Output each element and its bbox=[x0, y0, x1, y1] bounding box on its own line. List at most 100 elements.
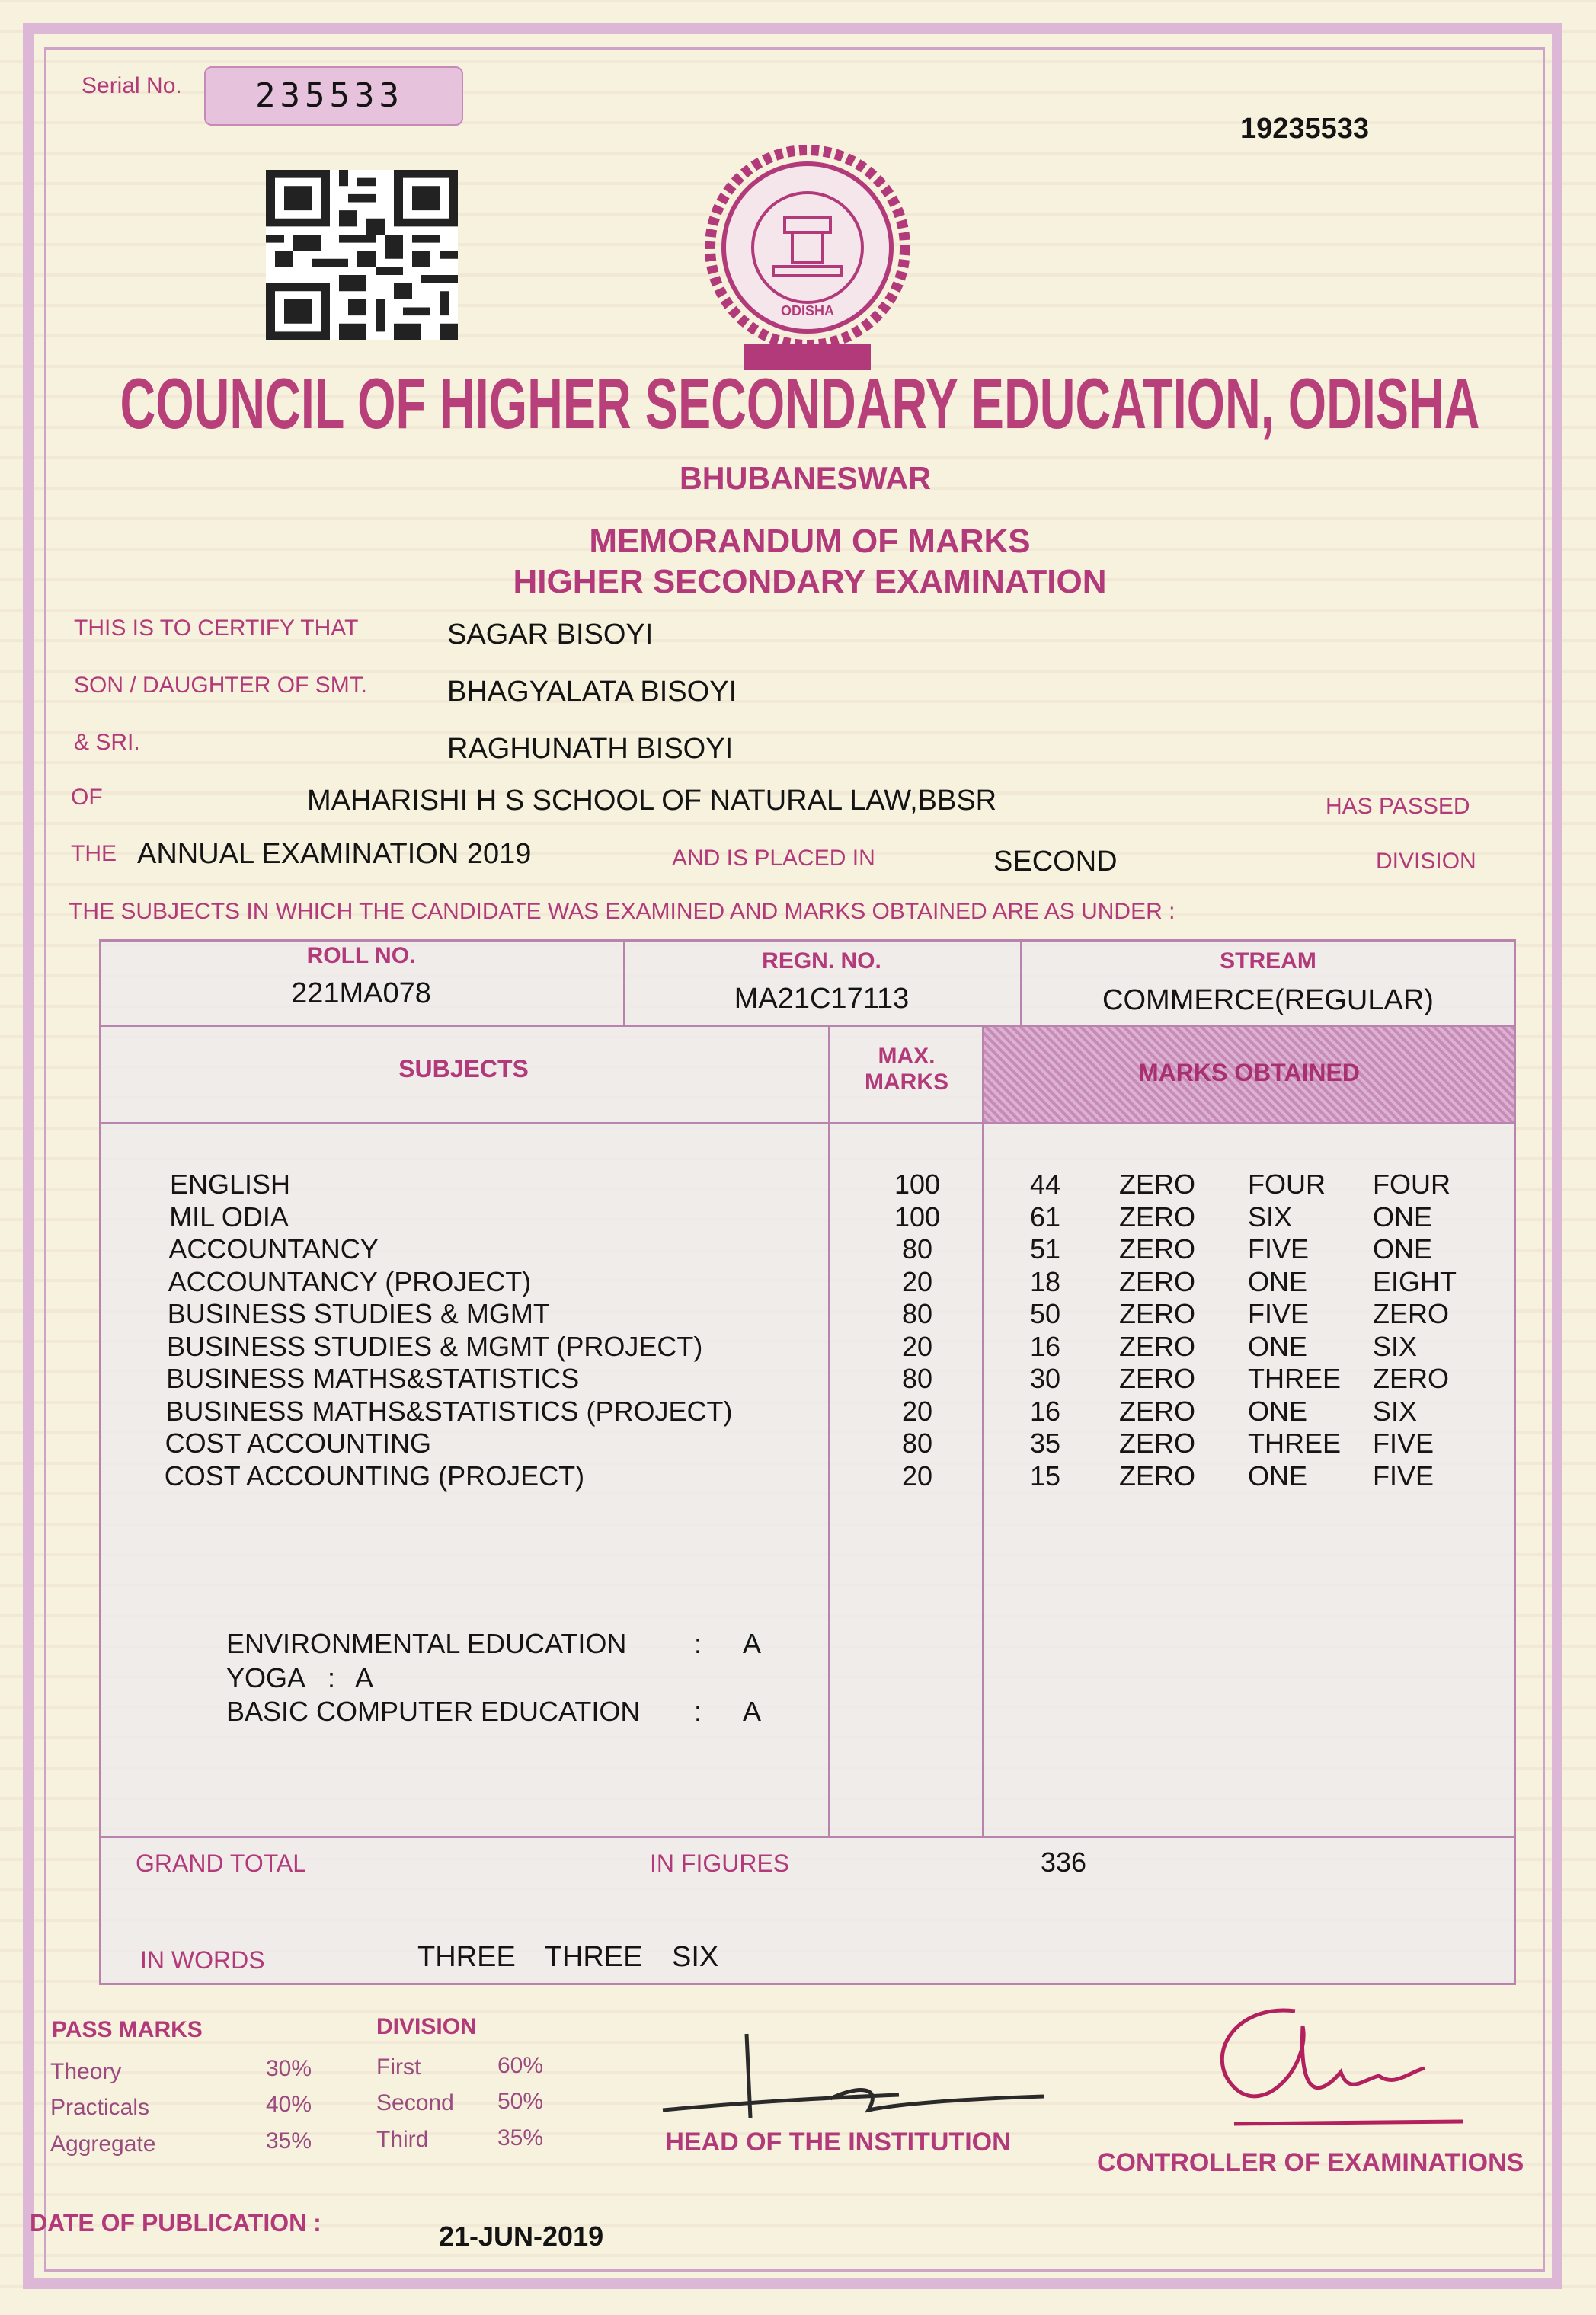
marks-obtained: 30 bbox=[1030, 1363, 1061, 1394]
max-marks: 80 bbox=[901, 1233, 933, 1265]
marks-in-words: ZERO bbox=[1119, 1330, 1196, 1362]
stream-value: COMMERCE(REGULAR) bbox=[1102, 984, 1434, 1016]
marks-obtained: 35 bbox=[1030, 1428, 1061, 1459]
grade-subject: YOGA bbox=[226, 1662, 306, 1693]
certify-label: SON / DAUGHTER OF SMT. bbox=[74, 673, 368, 698]
marks-obtained: 50 bbox=[1030, 1298, 1061, 1329]
certify-value: SAGAR BISOYI bbox=[447, 619, 654, 651]
division-item: Third bbox=[376, 2127, 429, 2152]
marks-in-words: FOUR bbox=[1373, 1169, 1450, 1200]
head-signature bbox=[662, 2033, 1044, 2118]
roll-value: 221MA078 bbox=[291, 977, 431, 1009]
marks-in-words: ZERO bbox=[1119, 1298, 1196, 1329]
council-logo: ODISHA bbox=[705, 145, 910, 370]
subject-name: BUSINESS MATHS&STATISTICS (PROJECT) bbox=[165, 1395, 733, 1427]
in-words-label: IN WORDS bbox=[140, 1946, 265, 1974]
marks-in-words: FIVE bbox=[1373, 1460, 1434, 1492]
city: BHUBANESWAR bbox=[680, 460, 931, 496]
grade-separator: : bbox=[694, 1696, 702, 1727]
marks-in-words: ZERO bbox=[1119, 1460, 1196, 1492]
table-rule bbox=[99, 1025, 1516, 1027]
in-figures-label: IN FIGURES bbox=[650, 1850, 790, 1877]
controller-signature bbox=[1220, 2008, 1463, 2126]
pass-marks-item: Theory bbox=[50, 2059, 122, 2084]
subject-name: BUSINESS STUDIES & MGMT (PROJECT) bbox=[167, 1330, 703, 1362]
table-rule bbox=[982, 1025, 984, 1836]
marks-header-bg bbox=[984, 1027, 1514, 1122]
certify-value: RAGHUNATH BISOYI bbox=[447, 733, 734, 765]
marks-in-words: SIX bbox=[1373, 1395, 1418, 1427]
table-rule bbox=[623, 939, 625, 1025]
max-marks: 20 bbox=[901, 1330, 933, 1362]
max-marks: 80 bbox=[901, 1428, 933, 1459]
pass-marks-percent: 35% bbox=[266, 2128, 312, 2154]
certify-value: BHAGYALATA BISOYI bbox=[447, 676, 737, 708]
marks-in-words: ONE bbox=[1373, 1201, 1433, 1233]
certify-label: THIS IS TO CERTIFY THAT bbox=[74, 616, 359, 641]
of-label: OF bbox=[71, 785, 103, 810]
marks-in-words: ONE bbox=[1248, 1265, 1308, 1297]
marks-in-words: ZERO bbox=[1373, 1363, 1450, 1394]
grade-subject: ENVIRONMENTAL EDUCATION bbox=[226, 1628, 627, 1659]
table-rule bbox=[99, 1122, 1516, 1124]
marks-obtained-header: MARKS OBTAINED bbox=[1138, 1059, 1360, 1086]
marks-in-words: ZERO bbox=[1119, 1363, 1196, 1394]
pass-marks-percent: 30% bbox=[266, 2056, 312, 2081]
marks-in-words: FIVE bbox=[1373, 1428, 1434, 1459]
marks-in-words: EIGHT bbox=[1373, 1265, 1457, 1297]
marks-obtained: 51 bbox=[1030, 1233, 1061, 1265]
subject-name: ENGLISH bbox=[170, 1169, 291, 1200]
marks-in-words: ONE bbox=[1373, 1233, 1433, 1265]
subject-name: COST ACCOUNTING (PROJECT) bbox=[164, 1460, 585, 1492]
grade-subject: BASIC COMPUTER EDUCATION bbox=[226, 1696, 641, 1727]
marks-obtained: 44 bbox=[1030, 1169, 1061, 1200]
marks-in-words: ZERO bbox=[1119, 1233, 1196, 1265]
subjects-intro: THE SUBJECTS IN WHICH THE CANDIDATE WAS … bbox=[69, 899, 1175, 924]
max-marks-header: MAX. MARKS bbox=[865, 1044, 948, 1095]
regn-header: REGN. NO. bbox=[762, 948, 881, 974]
grade-value: A bbox=[743, 1628, 762, 1659]
grand-total-words: THREE THREE SIX bbox=[417, 1941, 719, 1973]
division-table-title: DIVISION bbox=[376, 2014, 477, 2039]
subject-name: COST ACCOUNTING bbox=[165, 1428, 431, 1459]
regn-value: MA21C17113 bbox=[734, 983, 910, 1015]
serial-box bbox=[204, 66, 463, 126]
marks-in-words: ONE bbox=[1248, 1395, 1308, 1427]
table-rule bbox=[828, 1025, 830, 1836]
max-marks: 100 bbox=[894, 1169, 941, 1200]
table-rule bbox=[1020, 939, 1022, 1025]
pass-marks-item: Aggregate bbox=[50, 2131, 156, 2157]
marks-in-words: ONE bbox=[1248, 1330, 1308, 1362]
marks-in-words: SIX bbox=[1373, 1330, 1418, 1362]
marks-in-words: THREE bbox=[1248, 1363, 1342, 1394]
head-of-institution: HEAD OF THE INSTITUTION bbox=[665, 2128, 1011, 2157]
header-titles: COUNCIL OF HIGHER SECONDARY EDUCATION, O… bbox=[120, 363, 1480, 600]
marks-in-words: THREE bbox=[1248, 1428, 1342, 1459]
marks-in-words: FIVE bbox=[1248, 1233, 1310, 1265]
subject-name: BUSINESS MATHS&STATISTICS bbox=[166, 1363, 580, 1394]
grade-separator: : bbox=[328, 1662, 336, 1693]
certify-label: & SRI. bbox=[74, 730, 140, 755]
pass-marks-title: PASS MARKS bbox=[52, 2017, 203, 2042]
marks-obtained: 61 bbox=[1030, 1201, 1061, 1233]
subjects-header: SUBJECTS bbox=[398, 1055, 529, 1082]
grade-value: A bbox=[743, 1696, 762, 1727]
grade-value: A bbox=[355, 1662, 374, 1693]
division-label: DIVISION bbox=[1376, 849, 1476, 874]
max-marks: 20 bbox=[901, 1395, 933, 1427]
serial-label: Serial No. bbox=[82, 73, 182, 98]
subject-name: ACCOUNTANCY bbox=[168, 1233, 379, 1265]
division-item: First bbox=[376, 2054, 421, 2080]
max-marks: 80 bbox=[901, 1298, 933, 1329]
pass-marks-item: Practicals bbox=[50, 2095, 150, 2120]
marks-in-words: FIVE bbox=[1248, 1298, 1310, 1329]
placed-label: AND IS PLACED IN bbox=[672, 846, 875, 871]
school-name: MAHARISHI H S SCHOOL OF NATURAL LAW,BBSR bbox=[307, 785, 997, 817]
marks-in-words: FOUR bbox=[1248, 1169, 1326, 1200]
marks-obtained: 18 bbox=[1030, 1265, 1061, 1297]
marks-in-words: ZERO bbox=[1119, 1395, 1196, 1427]
document-title: MEMORANDUM OF MARKS bbox=[589, 523, 1030, 560]
subject-name: BUSINESS STUDIES & MGMT bbox=[167, 1298, 550, 1329]
the-label: THE bbox=[71, 841, 117, 866]
